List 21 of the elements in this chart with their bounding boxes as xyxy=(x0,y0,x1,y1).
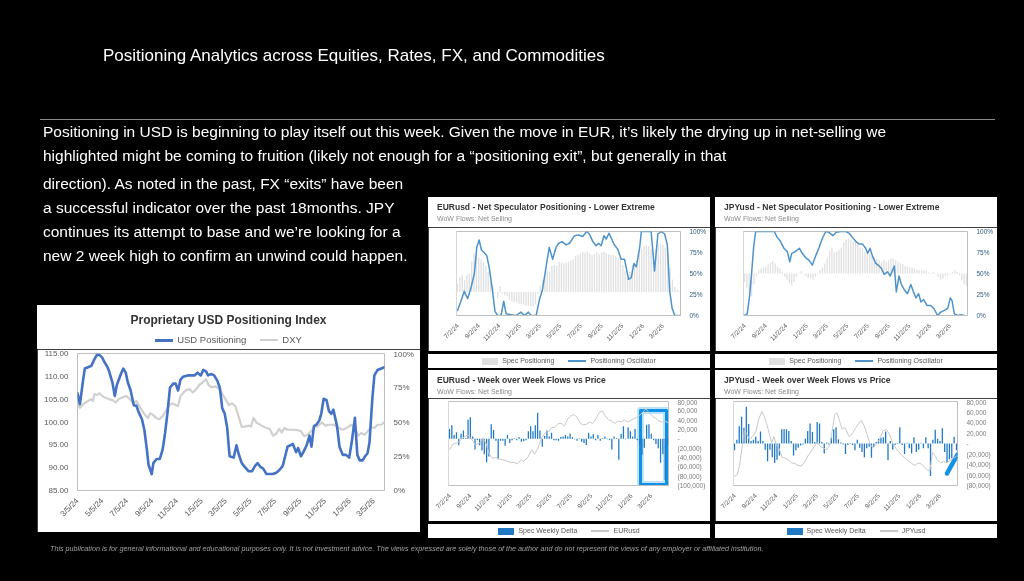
chart-title: JPYusd - Net Speculator Positioning - Lower Extreme xyxy=(724,202,941,213)
chart-title: Proprietary USD Positioning Index xyxy=(129,313,328,328)
y-tick-label: 115.00 xyxy=(44,349,70,358)
text: Positioning Analytics across Equities, Rates, FX, and Commodities xyxy=(102,45,605,67)
y2-tick-label: 25% xyxy=(393,451,410,461)
y-tick-label: 95.00 xyxy=(48,440,70,450)
text: direction). As noted in the past, FX “exits” have been a successful indicator over the past 18months. JPY continues its attempt to base and we’re looking for a new 2 week high to confirm an unwind could happen. xyxy=(42,174,409,266)
y2-tick-label: 100% xyxy=(393,349,414,359)
y2-tick-label: 75% xyxy=(393,383,410,393)
y-tick-label: 110.00 xyxy=(44,371,70,381)
y2-tick-label: 50% xyxy=(393,417,410,427)
y-tick-label: 85.00 xyxy=(48,486,70,495)
legend-label: USD Positioning xyxy=(177,334,247,346)
chart-title: JPYusd - Week over Week Flows vs Price xyxy=(724,375,892,386)
y-tick-label: 100.00 xyxy=(44,417,70,427)
y2-tick-label: 0% xyxy=(393,486,406,495)
chart-title: EURusd - Week over Week Flows vs Price xyxy=(437,375,607,386)
legend-label: DXY xyxy=(282,334,302,346)
y-tick-label: 90.00 xyxy=(48,463,70,473)
y-tick-label: 105.00 xyxy=(44,394,70,404)
chart-title: EURusd - Net Speculator Positioning - Lower Extreme xyxy=(437,202,656,213)
